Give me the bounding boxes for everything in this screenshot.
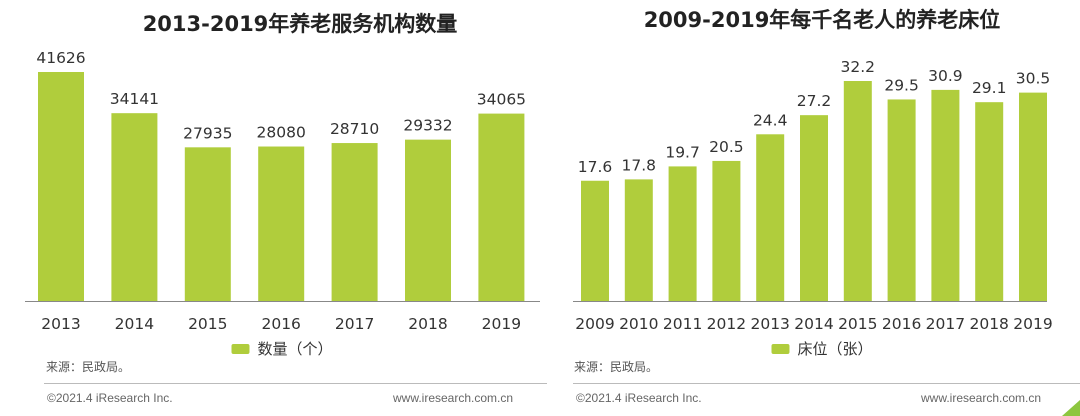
x-tick-label-2014: 2014 <box>794 315 833 333</box>
data-label-2018: 29332 <box>403 117 452 135</box>
x-tick-label-2017: 2017 <box>335 315 374 333</box>
bar-2015 <box>184 147 231 301</box>
data-label-2017: 28710 <box>330 120 379 138</box>
right-chart-title: 2009-2019年每千名老人的养老床位 <box>643 8 1001 32</box>
bar-2014 <box>111 113 158 301</box>
bar-2019 <box>478 113 525 301</box>
x-tick-label-2009: 2009 <box>575 315 614 333</box>
bar-2011 <box>668 166 697 301</box>
data-label-2019: 30.5 <box>1016 70 1051 88</box>
bar-2009 <box>581 180 609 301</box>
right-copyright: ©2021.4 iResearch Inc. <box>576 391 702 405</box>
left-footer-divider <box>44 383 547 384</box>
bar-2013 <box>756 134 785 301</box>
bar-2015 <box>843 81 872 301</box>
right-legend: 床位（张） <box>771 338 873 359</box>
right-legend-label: 床位（张） <box>797 340 873 358</box>
x-tick-label-2018: 2018 <box>969 315 1008 333</box>
data-label-2016: 29.5 <box>884 76 919 94</box>
bar-2010 <box>624 179 653 301</box>
left-website[interactable]: www.iresearch.com.cn <box>393 391 514 405</box>
bar-2017 <box>931 89 960 301</box>
x-tick-label-2012: 2012 <box>707 315 746 333</box>
left-chart-title: 2013-2019年养老服务机构数量 <box>142 12 458 36</box>
x-tick-label-2016: 2016 <box>261 315 300 333</box>
x-tick-label-2019: 2019 <box>482 315 521 333</box>
legend-swatch <box>231 343 250 354</box>
bar-2017 <box>331 143 378 301</box>
x-tick-label-2011: 2011 <box>663 315 702 333</box>
x-tick-label-2016: 2016 <box>882 315 921 333</box>
bar-2016 <box>258 146 305 301</box>
bar-2018 <box>975 102 1004 302</box>
data-label-2013: 24.4 <box>753 111 788 129</box>
data-label-2014: 34141 <box>110 90 159 108</box>
data-label-2015: 27935 <box>183 124 232 142</box>
data-label-2018: 29.1 <box>972 79 1007 97</box>
x-tick-label-2014: 2014 <box>115 315 154 333</box>
data-label-2016: 28080 <box>257 124 306 142</box>
x-tick-label-2015: 2015 <box>188 315 227 333</box>
x-tick-label-2017: 2017 <box>926 315 965 333</box>
legend-swatch <box>771 343 790 354</box>
right-website[interactable]: www.iresearch.com.cn <box>921 391 1042 405</box>
data-label-2019: 34065 <box>477 91 526 109</box>
x-tick-label-2013: 2013 <box>750 315 789 333</box>
right-footer-divider <box>573 383 1080 384</box>
left-copyright: ©2021.4 iResearch Inc. <box>47 391 173 405</box>
bar-2016 <box>887 99 916 301</box>
left-legend-label: 数量（个） <box>257 340 333 358</box>
x-tick-label-2015: 2015 <box>838 315 877 333</box>
data-label-2015: 32.2 <box>841 58 876 76</box>
bar-2019 <box>1019 92 1047 302</box>
left-source: 来源：民政局。 <box>46 360 131 374</box>
data-label-2009: 17.6 <box>578 158 613 176</box>
data-label-2017: 30.9 <box>928 67 963 85</box>
x-tick-label-2010: 2010 <box>619 315 658 333</box>
x-tick-label-2018: 2018 <box>408 315 447 333</box>
left-legend: 数量（个） <box>231 338 333 359</box>
data-label-2013: 41626 <box>36 49 85 67</box>
data-label-2014: 27.2 <box>797 92 832 110</box>
data-label-2012: 20.5 <box>709 138 744 156</box>
x-tick-label-2013: 2013 <box>41 315 80 333</box>
bar-2013 <box>38 72 84 301</box>
data-label-2011: 19.7 <box>665 143 700 161</box>
data-label-2010: 17.8 <box>622 156 657 174</box>
bar-2018 <box>405 139 451 301</box>
bar-2012 <box>712 160 741 301</box>
x-tick-label-2019: 2019 <box>1013 315 1052 333</box>
right-source: 来源：民政局。 <box>574 360 659 374</box>
bar-2014 <box>800 115 828 301</box>
